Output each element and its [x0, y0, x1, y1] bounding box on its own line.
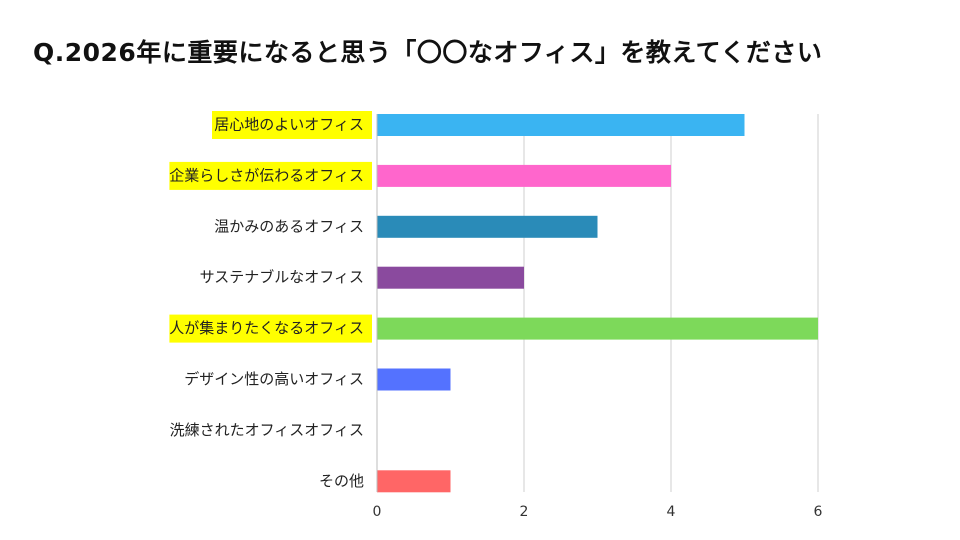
- category-highlight: [169, 314, 372, 343]
- x-tick-label: 2: [520, 504, 529, 520]
- x-tick-label: 4: [667, 504, 676, 520]
- chart-title: Q.2026年に重要になると思う「〇〇なオフィス」を教えてください: [33, 38, 823, 67]
- category-label: 温かみのあるオフィス: [214, 217, 364, 235]
- category-label: その他: [319, 472, 364, 490]
- category-label: サステナブルなオフィス: [200, 268, 364, 286]
- category-label: 人が集まりたくなるオフィス: [169, 319, 364, 337]
- bar: [377, 164, 671, 187]
- bar: [377, 368, 451, 391]
- bar: [377, 317, 818, 340]
- bar: [377, 470, 451, 493]
- bar: [377, 114, 745, 136]
- category-label: デザイン性の高いオフィス: [184, 370, 364, 388]
- category-highlight: [212, 111, 372, 139]
- x-tick-label: 6: [814, 504, 823, 520]
- bar: [377, 266, 524, 289]
- category-highlight: [169, 161, 372, 190]
- x-tick-label: 0: [373, 504, 382, 520]
- category-label: 企業らしさが伝わるオフィス: [169, 166, 364, 184]
- bar: [377, 215, 598, 238]
- category-label: 洗練されたオフィスオフィス: [170, 421, 364, 439]
- category-label: 居心地のよいオフィス: [214, 116, 364, 134]
